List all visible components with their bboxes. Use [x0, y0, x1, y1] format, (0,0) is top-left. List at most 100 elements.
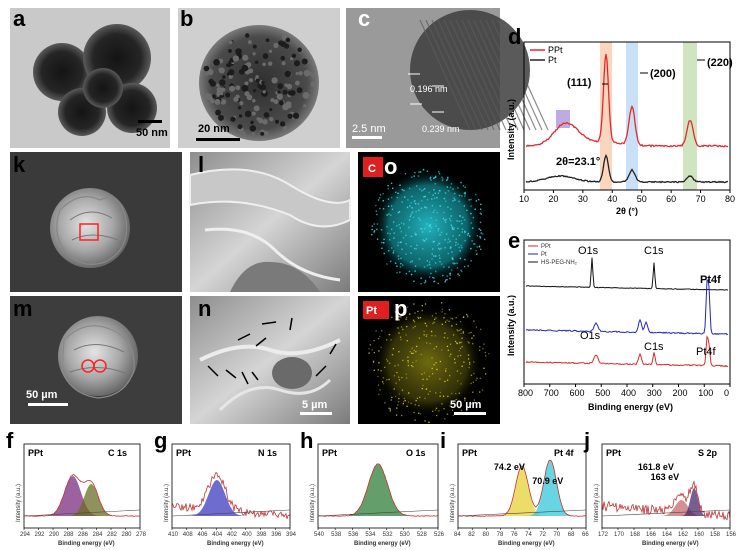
- map-dot: [448, 309, 451, 311]
- map-dot: [381, 247, 383, 249]
- map-dot: [461, 247, 463, 249]
- hr-sample-label: PPt: [606, 448, 621, 458]
- map-dot: [441, 349, 443, 351]
- map-dot: [460, 269, 462, 272]
- pore-arrows: [207, 317, 337, 385]
- map-dot: [406, 325, 408, 328]
- map-dot: [452, 188, 454, 190]
- map-dot: [456, 370, 459, 372]
- map-dot: [415, 345, 418, 348]
- map-dot: [402, 403, 404, 405]
- map-dot: [388, 239, 391, 241]
- xrd-ylabel: Intensity (a.u.): [506, 99, 516, 160]
- map-dot: [458, 350, 460, 352]
- map-dot: [390, 182, 393, 185]
- texture-dot: [247, 40, 252, 45]
- map-dot: [401, 376, 403, 379]
- map-dot: [389, 233, 391, 235]
- map-dot: [446, 186, 449, 188]
- map-dot: [449, 219, 452, 222]
- map-dot: [455, 238, 457, 240]
- map-dot: [407, 356, 409, 358]
- panel-e-survey: e PPt Pt HS-PEG-NH₂ O1s C1s Pt4f O1s C1s…: [506, 228, 731, 412]
- hr-xlabel: Binding energy (eV): [642, 541, 699, 547]
- map-dot: [479, 391, 481, 393]
- hr-tick-label: 68: [568, 532, 575, 538]
- survey-tick-label: 400: [621, 388, 636, 398]
- map-dot: [378, 350, 380, 352]
- map-dot: [387, 205, 390, 207]
- map-dot: [373, 369, 375, 371]
- map-dot: [388, 407, 390, 409]
- map-dot: [479, 208, 482, 210]
- map-dot: [476, 235, 479, 237]
- map-dot: [476, 246, 478, 248]
- map-dot: [414, 232, 416, 234]
- map-dot: [414, 203, 417, 205]
- map-dot: [467, 358, 470, 360]
- hr-component-fill: [458, 466, 586, 516]
- survey-tick-label: 500: [595, 388, 610, 398]
- map-dot: [474, 243, 476, 245]
- map-dot: [412, 352, 414, 355]
- map-dot: [418, 258, 421, 260]
- map-dot: [452, 235, 454, 237]
- texture-dot: [207, 68, 214, 76]
- texture-dot: [235, 48, 242, 55]
- hr-tick-label: 164: [662, 532, 673, 538]
- map-dot: [447, 395, 449, 398]
- map-dot: [479, 229, 482, 231]
- map-dot: [409, 215, 412, 218]
- map-dot: [437, 192, 440, 194]
- map-dot: [418, 404, 420, 407]
- survey-label-c1s-top: C1s: [644, 245, 664, 257]
- map-dot: [426, 333, 428, 336]
- map-label-c: C: [368, 163, 376, 175]
- map-dot: [432, 322, 434, 325]
- map-dot: [450, 269, 453, 271]
- map-dot: [376, 238, 379, 240]
- map-dot: [443, 197, 446, 200]
- map-dot: [400, 230, 402, 233]
- map-dot: [396, 265, 398, 267]
- map-dot: [435, 225, 437, 227]
- map-dot: [464, 400, 466, 402]
- map-dot: [398, 315, 400, 318]
- panel-label-g: g: [154, 428, 167, 453]
- map-dot: [414, 419, 416, 421]
- map-dot: [410, 202, 412, 204]
- map-dot: [413, 280, 415, 282]
- hr-tick-label: 292: [35, 532, 46, 538]
- map-dot: [384, 366, 386, 369]
- map-dot: [400, 241, 402, 243]
- map-dot: [436, 196, 438, 199]
- hr-core-label: N 1s: [258, 448, 277, 458]
- texture-dot: [303, 104, 307, 108]
- hr-tick-label: 538: [331, 532, 342, 538]
- map-dot: [434, 183, 436, 185]
- texture-dot: [303, 69, 311, 77]
- map-dot: [406, 306, 409, 308]
- texture-dot: [282, 89, 288, 95]
- xrd-tick-label: 20: [548, 194, 558, 204]
- map-dot: [478, 245, 481, 248]
- map-dot: [433, 280, 436, 283]
- map-dot: [413, 303, 415, 305]
- map-dot: [425, 335, 427, 337]
- map-dot: [419, 396, 421, 398]
- texture-dot: [285, 37, 291, 43]
- map-dot: [437, 282, 439, 285]
- texture-dot: [292, 112, 300, 119]
- map-dot: [423, 282, 426, 284]
- map-dot: [410, 235, 413, 237]
- map-dot: [460, 383, 462, 385]
- map-dot: [406, 405, 408, 407]
- texture-dot: [260, 131, 265, 136]
- map-dot: [410, 214, 412, 216]
- map-dot: [371, 225, 374, 227]
- map-dot: [426, 259, 429, 262]
- map-dot: [472, 391, 474, 393]
- hr-xlabel: Binding energy (eV): [354, 541, 411, 547]
- panel-label-n: n: [198, 296, 211, 321]
- texture-dot: [228, 69, 235, 76]
